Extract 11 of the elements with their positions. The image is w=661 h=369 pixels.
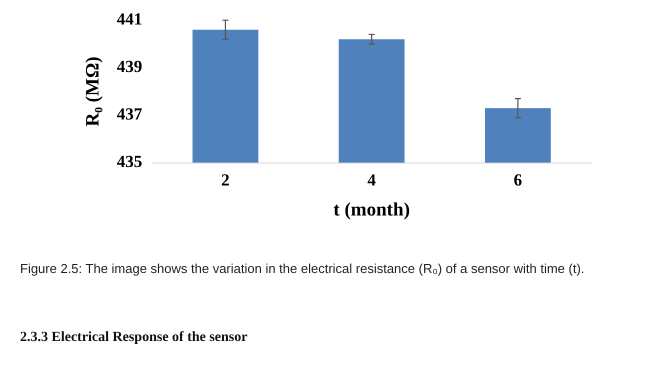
x-axis-title: t (month) [333, 200, 410, 221]
y-tick-label: 441 [116, 10, 142, 29]
y-tick-label: 437 [116, 104, 143, 124]
x-tick-label: 2 [221, 170, 230, 190]
x-tick-label: 6 [514, 170, 522, 190]
y-axis-title: R₀ (MΩ) [82, 56, 104, 126]
x-tick-label: 4 [367, 170, 376, 190]
text: 2.3.3 Electrical Response of the sensor [20, 330, 248, 346]
y-tick-label: 435 [116, 152, 142, 172]
y-tick-label: 439 [116, 57, 142, 76]
caption: Figure 2.5: The image shows the variation in the electrical resistance (R₀) of a sensor with time (t). [20, 260, 586, 278]
